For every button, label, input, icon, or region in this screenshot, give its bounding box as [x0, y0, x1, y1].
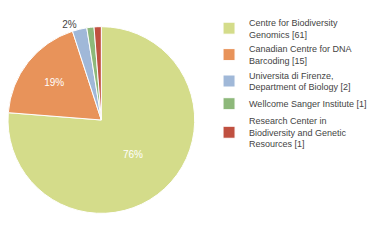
svg-text:19%: 19%	[44, 77, 64, 88]
svg-text:Centre for BiodiversityGenomic: Centre for BiodiversityGenomics [61]	[249, 18, 338, 40]
svg-text:76%: 76%	[123, 149, 143, 160]
svg-text:Universita di Firenze,Departme: Universita di Firenze,Department of Biol…	[249, 71, 351, 93]
svg-text:Wellcome Sanger Institute [1]: Wellcome Sanger Institute [1]	[249, 99, 366, 109]
svg-text:Canadian Centre for DNABarcodi: Canadian Centre for DNABarcoding [15]	[249, 44, 352, 66]
svg-text:Research Center inBiodiversity: Research Center inBiodiversity and Genet…	[249, 116, 347, 149]
svg-text:2%: 2%	[62, 19, 77, 30]
